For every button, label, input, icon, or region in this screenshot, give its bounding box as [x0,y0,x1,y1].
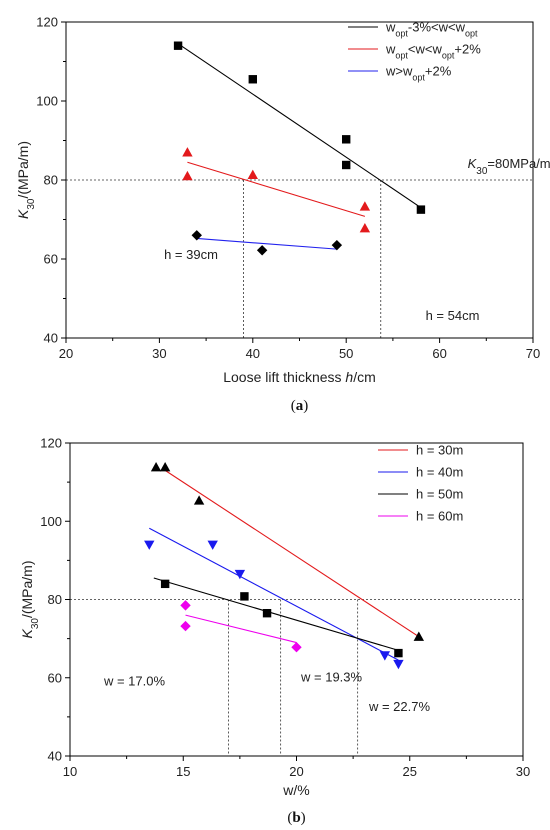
y-axis-title: K30/(MPa/m) [19,560,41,638]
data-point-series-2 [182,170,193,181]
data-point-series-2 [359,201,371,211]
x-tick-label: 60 [432,346,446,361]
data-point-series-3 [191,230,202,241]
annotation-label: h = 54cm [426,308,480,323]
y-tick-label: 100 [40,514,62,529]
panel-label: (b) [287,810,305,826]
legend-entry-label: wopt<w<wopt+2% [385,42,481,61]
y-tick-label: 80 [48,592,62,607]
y-axis-title: K30/(MPa/m) [15,141,37,219]
chart-panel-1: 20 30 40 50 60 70 40 60 80 100 120 Loose lift thick… [15,15,550,415]
chart-panel-2: 10 15 20 25 30 40 60 80 100 120 w/% K30/(MPa/m) h = … [19,436,530,827]
data-point-series-2 [144,540,155,550]
annotation-label: K30=80MPa/m [468,156,550,177]
x-tick-label: 20 [59,346,73,361]
data-point-series-1 [173,41,183,50]
x-axis-title: w/% [282,782,309,798]
annotation-label: w = 22.7% [368,699,431,714]
data-point-series-3 [240,592,249,601]
fit-line-series-2 [149,527,399,661]
data-point-series-1 [416,205,426,214]
annotation-label: w = 17.0% [103,674,166,689]
data-point-series-1 [413,631,425,641]
x-tick-label: 15 [176,764,190,779]
data-point-series-2 [182,147,193,157]
data-point-series-1 [150,462,162,472]
data-point-series-2 [234,569,246,580]
data-point-series-2 [379,651,391,661]
x-tick-label: 20 [289,764,303,779]
legend-entry-label: h = 50m [416,487,463,502]
legend-entry-label: h = 40m [416,465,463,480]
x-tick-label: 25 [403,764,417,779]
data-point-series-1 [342,160,351,170]
y-tick-label: 60 [48,670,62,685]
fit-line-series-3 [153,577,399,651]
data-point-series-1 [193,495,205,505]
y-tick-label: 60 [44,252,58,267]
y-tick-label: 40 [48,749,62,764]
x-axis-title: Loose lift thickness h/cm [223,369,376,385]
fit-line-series-1 [177,43,422,209]
y-tick-label: 120 [36,15,58,30]
legend-entry-label: h = 60m [416,509,463,524]
x-tick-label: 70 [526,346,540,361]
data-point-series-4 [180,600,191,611]
legend-entry-label: wopt-3%<w<wopt [385,20,478,39]
data-point-series-1 [248,75,257,84]
data-point-series-2 [247,169,258,180]
legend: h = 30m h = 40m h = 50m h = 60m [378,443,463,524]
y-tick-label: 120 [40,436,62,451]
data-point-series-3 [394,648,403,658]
data-point-series-2 [359,222,371,233]
x-tick-label: 40 [246,346,260,361]
x-tick-label: 10 [63,764,77,779]
data-point-series-3 [262,608,272,618]
data-point-series-2 [207,540,218,550]
fit-line-series-4 [185,614,297,644]
fit-line-series-1 [164,469,420,638]
panel-label: (a) [291,398,309,414]
fit-line-series-3 [196,237,337,250]
data-point-series-3 [160,579,170,589]
y-tick-label: 40 [44,331,58,346]
annotation-label: w = 19.3% [300,670,363,685]
x-tick-label: 50 [339,346,353,361]
y-tick-label: 80 [44,173,58,188]
data-point-series-3 [331,239,343,251]
fit-line-series-2 [187,161,366,217]
legend-entry-label: h = 30m [416,443,463,458]
legend-entry-label: w>wopt+2% [385,64,452,83]
data-point-series-4 [180,620,191,632]
data-point-series-1 [342,135,351,144]
data-point-series-2 [393,659,404,670]
legend: wopt-3%<w<wopt wopt<w<wopt+2% w>wopt+2% [348,20,481,83]
x-tick-label: 30 [152,346,166,361]
x-tick-label: 30 [516,764,530,779]
data-point-series-3 [256,245,268,256]
annotation-label: h = 39cm [164,247,218,262]
data-point-series-4 [291,642,302,653]
data-point-series-1 [159,462,171,472]
y-tick-label: 100 [36,94,58,109]
